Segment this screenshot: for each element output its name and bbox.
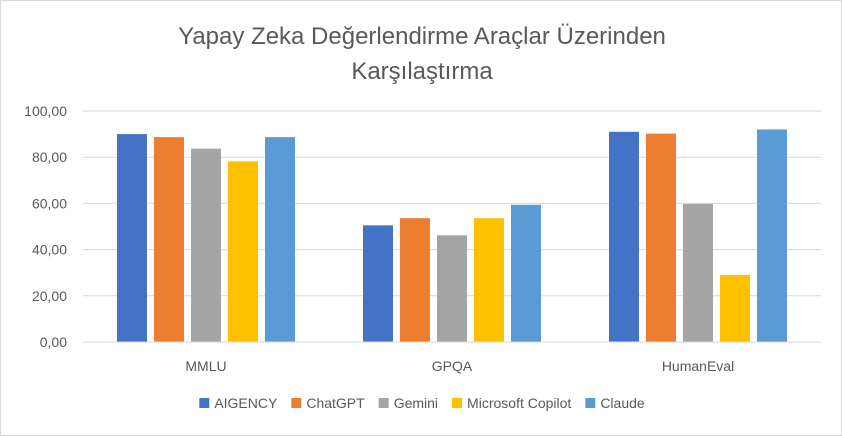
bar-humaneval-chatgpt: [646, 133, 676, 342]
x-category-label: MMLU: [185, 358, 226, 374]
legend-swatch: [291, 398, 302, 408]
legend-label: Claude: [600, 395, 645, 411]
chart-title-line-2: Karşılaştırma: [351, 58, 493, 85]
legend-item: Microsoft Copilot: [452, 395, 571, 411]
legend-item: Claude: [585, 395, 645, 411]
bar-humaneval-microsoft-copilot: [720, 275, 750, 342]
bar-gpqa-claude: [511, 204, 541, 342]
bars: [117, 129, 787, 342]
chart-title-line-1: Yapay Zeka Değerlendirme Araçlar Üzerind…: [178, 23, 666, 50]
legend-swatch: [378, 398, 389, 408]
legend-label: AIGENCY: [214, 395, 278, 411]
legend-item: ChatGPT: [291, 395, 365, 411]
legend: AIGENCY ChatGPT Gemini Microsoft Copilot Cla…: [199, 395, 645, 411]
legend-label: ChatGPT: [306, 395, 365, 411]
bar-humaneval-gemini: [683, 203, 713, 342]
legend-swatch: [199, 398, 210, 408]
y-tick-label: 80,00: [32, 149, 67, 165]
x-axis-categories: MMLU GPQA HumanEval: [185, 358, 734, 374]
legend-item: Gemini: [378, 395, 438, 411]
y-tick-label: 100,00: [24, 103, 67, 119]
x-category-label: HumanEval: [662, 358, 734, 374]
bar-mmlu-gemini: [191, 148, 221, 342]
y-tick-label: 40,00: [32, 242, 67, 258]
bar-mmlu-aigency: [117, 134, 147, 342]
bar-gpqa-microsoft-copilot: [474, 218, 504, 342]
bar-gpqa-gemini: [437, 235, 467, 342]
bar-gpqa-aigency: [363, 225, 393, 342]
bar-humaneval-claude: [757, 129, 787, 342]
legend-item: AIGENCY: [199, 395, 278, 411]
bar-mmlu-claude: [265, 137, 295, 342]
y-tick-label: 20,00: [32, 288, 67, 304]
legend-label: Gemini: [394, 395, 438, 411]
bar-humaneval-aigency: [609, 131, 639, 342]
legend-swatch: [585, 398, 596, 408]
y-tick-label: 0,00: [40, 334, 67, 350]
bar-gpqa-chatgpt: [400, 218, 430, 342]
bar-mmlu-chatgpt: [154, 137, 184, 342]
legend-label: Microsoft Copilot: [467, 395, 571, 411]
y-axis-ticks: 0,00 20,00 40,00 60,00 80,00 100,00: [24, 103, 67, 350]
legend-swatch: [452, 398, 463, 408]
x-category-label: GPQA: [432, 358, 473, 374]
y-tick-label: 60,00: [32, 195, 67, 211]
bar-mmlu-microsoft-copilot: [228, 161, 258, 342]
